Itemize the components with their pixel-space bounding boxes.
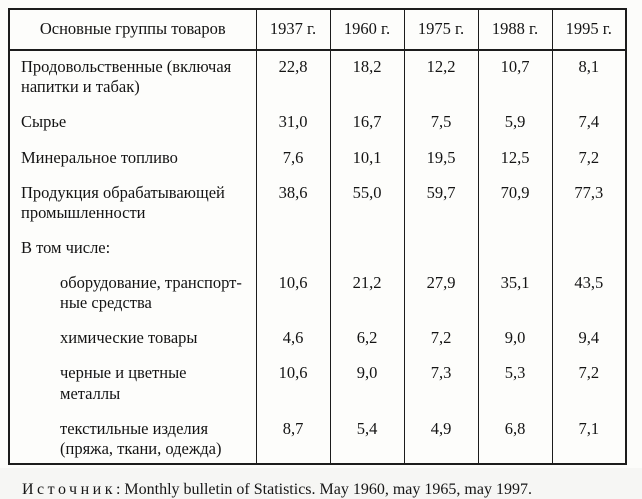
row-label-cell: Минеральное топливо — [8, 141, 257, 177]
value-cell: 19,5 — [403, 141, 479, 177]
value-cell: 70,9 — [477, 176, 553, 232]
value-cell: 43,5 — [551, 267, 627, 323]
scanned-page: Основные группы товаров 1937 г. 1960 г. … — [8, 8, 627, 498]
value-cell: 12,5 — [477, 141, 553, 177]
row-label-cell: Сырье — [8, 106, 257, 142]
value-cell: 7,3 — [403, 357, 479, 413]
table-row-food: Продовольственные (включая напитки и таб… — [8, 50, 627, 107]
value-cell: 27,9 — [403, 267, 479, 323]
header-cell-1975: 1975 г. — [403, 8, 479, 52]
table-row-manufacturing: Продукция обрабатывающей промышленности … — [8, 176, 627, 232]
value-cell: 22,8 — [255, 50, 331, 107]
value-cell: 31,0 — [255, 106, 331, 142]
row-label-cell: черные и цветные металлы — [8, 357, 257, 413]
value-cell: 5,3 — [477, 357, 553, 413]
value-cell: 5,4 — [329, 412, 405, 464]
value-cell: 7,2 — [403, 322, 479, 358]
table-row-raw-materials: Сырье 31,0 16,7 7,5 5,9 7,4 — [8, 106, 627, 142]
source-note: Источник: Monthly bulletin of Statistics… — [22, 481, 633, 499]
value-cell: 6,2 — [329, 322, 405, 358]
header-cell-1995: 1995 г. — [551, 8, 627, 52]
value-cell: 21,2 — [329, 267, 405, 323]
table-row-metals: черные и цветные металлы 10,6 9,0 7,3 5,… — [8, 357, 627, 413]
table-row-chemical-goods: химические товары 4,6 6,2 7,2 9,0 9,4 — [8, 322, 627, 358]
value-cell: 7,4 — [551, 106, 627, 142]
header-cell-1937: 1937 г. — [255, 8, 331, 52]
table-row-equipment-transport: оборудование, транспорт- ные средства 10… — [8, 267, 627, 323]
source-label: Источник — [22, 480, 116, 498]
value-cell: 35,1 — [477, 267, 553, 323]
value-cell: 9,4 — [551, 322, 627, 358]
value-cell: 18,2 — [329, 50, 405, 107]
header-row: Основные группы товаров 1937 г. 1960 г. … — [8, 8, 627, 52]
value-cell: 12,2 — [403, 50, 479, 107]
header-cell-1988: 1988 г. — [477, 8, 553, 52]
table-row-including: В том числе: — [8, 231, 627, 267]
value-cell — [551, 231, 627, 267]
value-cell: 8,1 — [551, 50, 627, 107]
row-label-cell: химические товары — [8, 322, 257, 358]
commodity-groups-table: Основные группы товаров 1937 г. 1960 г. … — [8, 8, 627, 465]
value-cell: 7,6 — [255, 141, 331, 177]
value-cell: 5,9 — [477, 106, 553, 142]
row-label-cell: В том числе: — [8, 231, 257, 267]
value-cell: 10,6 — [255, 357, 331, 413]
value-cell: 9,0 — [477, 322, 553, 358]
value-cell: 7,5 — [403, 106, 479, 142]
row-label-cell: Продукция обрабатывающей промышленности — [8, 176, 257, 232]
value-cell: 6,8 — [477, 412, 553, 464]
value-cell: 4,6 — [255, 322, 331, 358]
source-text: : Monthly bulletin of Statistics. May 19… — [115, 480, 532, 498]
value-cell: 10,6 — [255, 267, 331, 323]
table-row-textiles: текстильные изделия (пряжа, ткани, одежд… — [8, 412, 627, 464]
value-cell — [403, 231, 479, 267]
row-label-cell: текстильные изделия (пряжа, ткани, одежд… — [8, 412, 257, 464]
value-cell: 59,7 — [403, 176, 479, 232]
value-cell: 8,7 — [255, 412, 331, 464]
row-label-cell: оборудование, транспорт- ные средства — [8, 267, 257, 323]
value-cell: 10,7 — [477, 50, 553, 107]
value-cell: 55,0 — [329, 176, 405, 232]
header-cell-1960: 1960 г. — [329, 8, 405, 52]
value-cell: 7,2 — [551, 357, 627, 413]
value-cell: 38,6 — [255, 176, 331, 232]
value-cell: 9,0 — [329, 357, 405, 413]
value-cell: 16,7 — [329, 106, 405, 142]
value-cell: 7,2 — [551, 141, 627, 177]
value-cell: 10,1 — [329, 141, 405, 177]
table-row-mineral-fuel: Минеральное топливо 7,6 10,1 19,5 12,5 7… — [8, 141, 627, 177]
value-cell — [477, 231, 553, 267]
value-cell: 7,1 — [551, 412, 627, 464]
value-cell — [255, 231, 331, 267]
value-cell: 4,9 — [403, 412, 479, 464]
value-cell: 77,3 — [551, 176, 627, 232]
value-cell — [329, 231, 405, 267]
header-cell-groups: Основные группы товаров — [8, 8, 257, 52]
row-label-cell: Продовольственные (включая напитки и таб… — [8, 50, 257, 107]
